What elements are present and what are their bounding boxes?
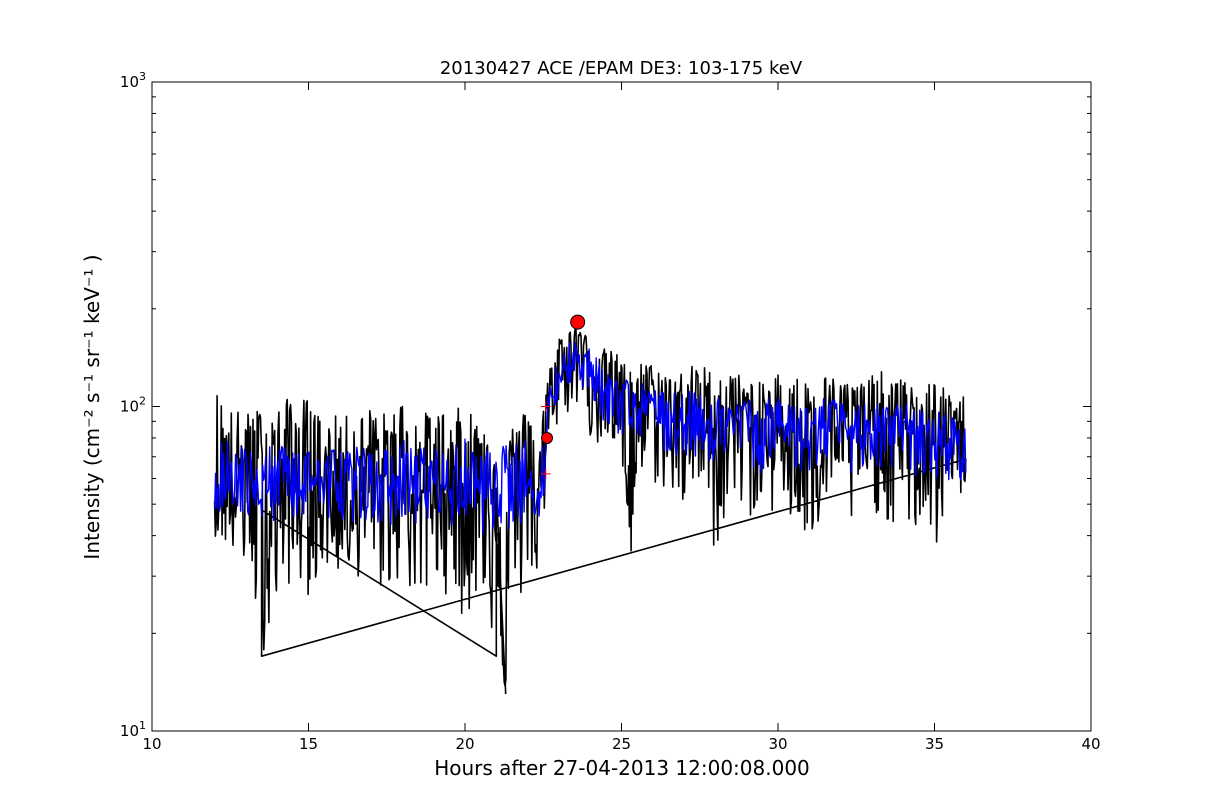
series-smoothed-line [213, 342, 967, 535]
peak-marker [570, 314, 586, 330]
x-tick-label: 35 [925, 735, 944, 753]
event-cross-marker [540, 401, 551, 412]
x-tick-label: 25 [612, 735, 631, 753]
x-tick-label: 15 [299, 735, 318, 753]
event-cross-marker [540, 468, 551, 479]
y-tick-label: 103 [120, 70, 146, 91]
series-raw-line [213, 327, 967, 695]
y-axis-label: Intensity (cm⁻² s⁻¹ sr⁻¹ keV⁻¹ ) [80, 254, 104, 559]
x-axis-label: Hours after 27-04-2013 12:00:08.000 [434, 756, 810, 780]
plot-area [213, 314, 967, 695]
x-tick-label: 40 [1081, 735, 1100, 753]
axis-ticks: 10 15 20 25 30 35 40 101 102 103 [120, 70, 1101, 753]
y-tick-label: 101 [120, 719, 146, 740]
onset-marker [541, 431, 554, 444]
x-tick-label: 10 [142, 735, 161, 753]
y-tick-label: 102 [120, 395, 146, 416]
x-tick-label: 30 [768, 735, 787, 753]
x-tick-label: 20 [455, 735, 474, 753]
chart-title: 20130427 ACE /EPAM DE3: 103-175 keV [440, 58, 803, 79]
